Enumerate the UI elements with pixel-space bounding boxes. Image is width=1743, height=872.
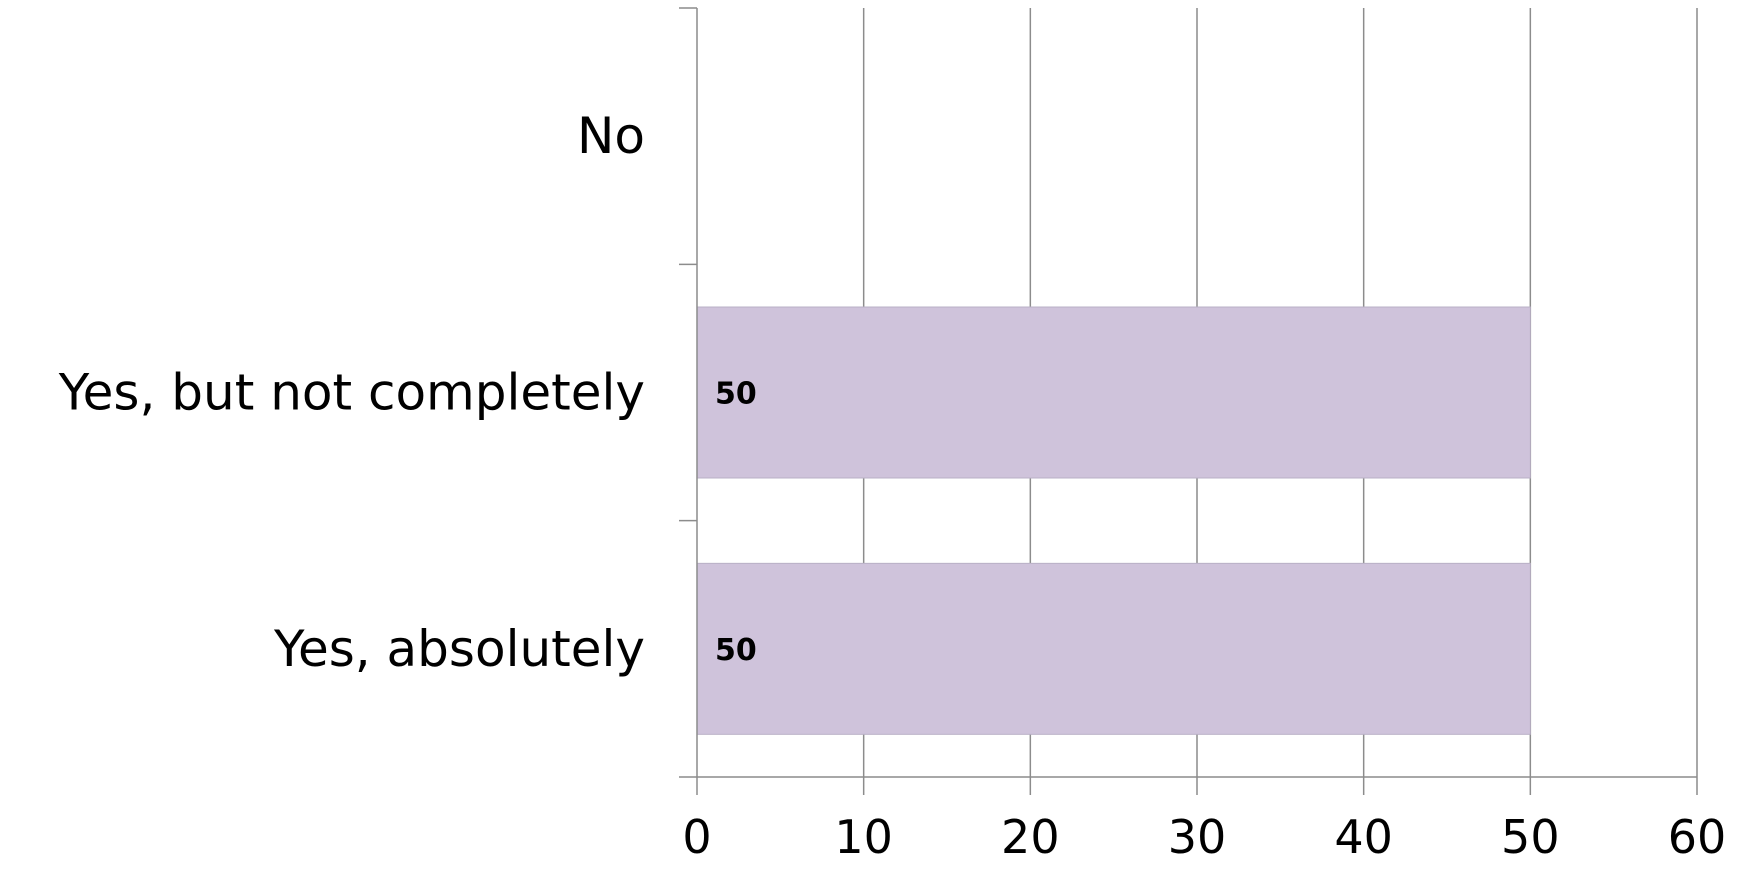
x-tick-label: 10 [834, 810, 893, 864]
x-tick-label: 30 [1168, 810, 1227, 864]
category-label: Yes, absolutely [273, 620, 645, 678]
x-tick-label: 50 [1501, 810, 1560, 864]
bar [696, 562, 1531, 735]
labels: 0 10 20 30 40 50 60 No Yes, but not completely 50… [58, 107, 1727, 864]
bar [696, 306, 1531, 479]
data-label: 50 [715, 377, 757, 412]
bars [696, 306, 1531, 735]
x-tick-label: 60 [1668, 810, 1727, 864]
axes [679, 7, 1697, 795]
x-tick-label: 40 [1334, 810, 1393, 864]
x-tick-label: 0 [682, 810, 711, 864]
x-tick-label: 20 [1001, 810, 1060, 864]
data-label: 50 [715, 633, 757, 668]
category-label: Yes, but not completely [58, 364, 645, 422]
category-label: No [577, 107, 645, 165]
